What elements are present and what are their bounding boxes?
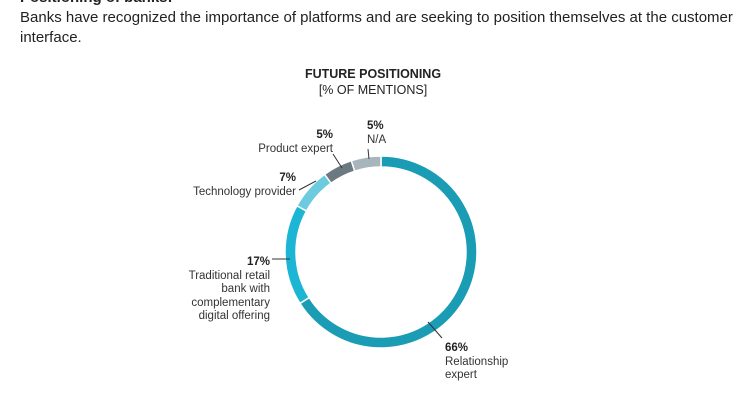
slice-label: 7% Technology provider [176, 172, 296, 199]
slice-label: 66% Relationship expert [445, 342, 535, 383]
slice-value: 66% [445, 342, 469, 354]
chart-subtitle: [% OF MENTIONS] [318, 83, 428, 97]
slice-category: N/A [367, 133, 387, 146]
leader-line [427, 321, 443, 339]
slice-value: 5% [316, 129, 333, 141]
leader-line [332, 153, 343, 169]
slice-category: Product expert [258, 142, 333, 155]
slice-category: Technology provider [193, 185, 296, 198]
donut-slice [350, 155, 382, 173]
donut-slice [284, 204, 311, 305]
header-title: Positioning of banks: [20, 0, 735, 8]
donut-slice [295, 173, 333, 213]
slice-category: Relationship expert [445, 355, 509, 382]
slice-label: 5% Product expert [233, 129, 333, 156]
slice-label: 17% Traditional retail bank with compleme… [170, 256, 270, 324]
header: Positioning of banks: Banks have recogni… [20, 0, 735, 48]
slice-value: 5% [367, 120, 384, 132]
slice-value: 7% [279, 172, 296, 184]
header-text: Banks have recognized the importance of … [20, 9, 733, 46]
slice-value: 17% [246, 256, 270, 268]
chart-title: FUTURE POSITIONING [304, 67, 442, 81]
slice-label: 5% N/A [367, 120, 427, 147]
leader-line [367, 148, 370, 160]
slice-category: Traditional retail bank with complementa… [188, 269, 270, 323]
leader-line [298, 180, 317, 191]
